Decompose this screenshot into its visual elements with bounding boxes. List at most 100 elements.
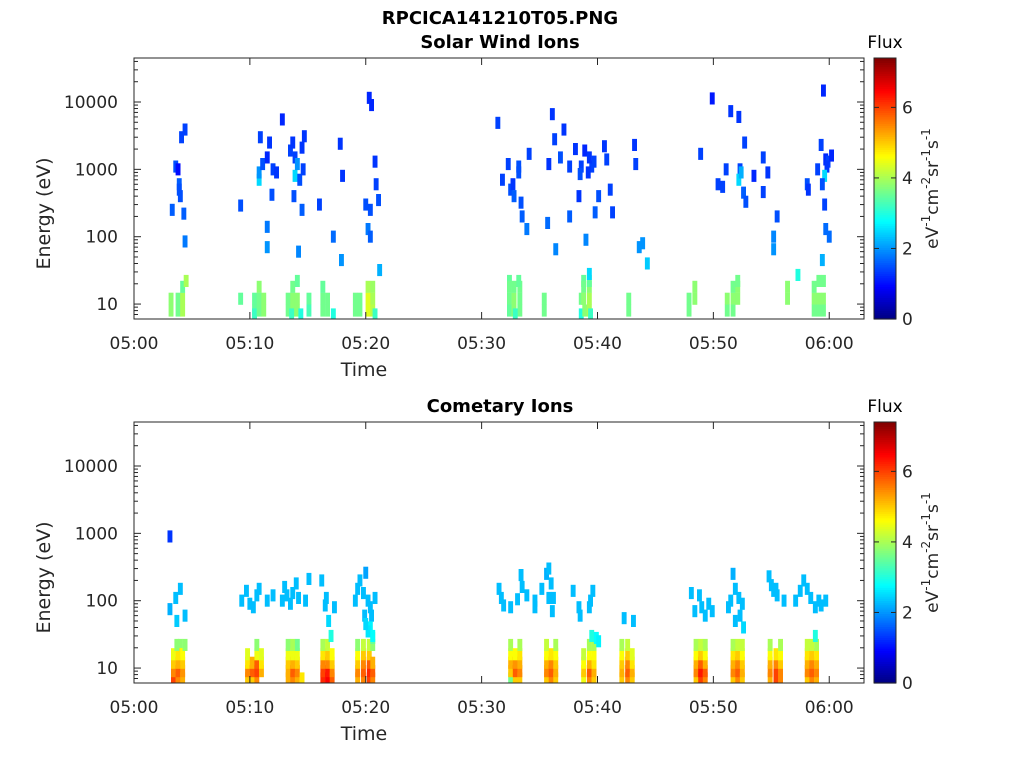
colorbar-segment	[874, 639, 896, 643]
spectrogram-cell	[291, 190, 297, 203]
colorbar-segment	[874, 75, 896, 79]
colorbar-segment	[874, 84, 896, 87]
spectrogram-cell	[809, 672, 815, 683]
x-tick-label: 05:30	[457, 334, 506, 354]
spectrogram-cell	[285, 665, 291, 678]
spectrogram-cell	[182, 235, 188, 248]
colorbar-segment	[874, 62, 896, 66]
colorbar-segment	[874, 537, 896, 541]
spectrogram-cell	[181, 207, 187, 220]
spectrogram-cell	[269, 188, 275, 201]
spectrogram-cell	[586, 656, 592, 669]
spectrogram-cell	[177, 582, 183, 595]
colorbar-segment	[874, 216, 896, 220]
spectrogram-cell	[508, 672, 514, 683]
spectrogram-cell	[366, 665, 372, 678]
spectrogram-cell	[688, 587, 694, 600]
colorbar-segment	[874, 541, 896, 545]
spectrogram-cell	[693, 638, 699, 651]
colorbar-segment	[874, 445, 896, 449]
colorbar-segment	[874, 432, 896, 436]
spectrogram-cell	[767, 656, 773, 669]
spectrogram-cell	[320, 656, 326, 669]
spectrogram-cell	[706, 597, 712, 610]
spectrogram-cell	[586, 151, 592, 164]
spectrogram-cell	[591, 672, 597, 683]
colorbar-segment	[874, 596, 896, 599]
spectrogram-cell	[297, 173, 303, 186]
spectrogram-cell	[325, 656, 330, 669]
spectrogram-cell	[818, 138, 824, 151]
spectrogram-cell	[735, 665, 741, 678]
spectrogram-cell	[370, 292, 376, 305]
colorbar-segment	[874, 103, 896, 107]
colorbar-segment	[874, 452, 896, 456]
spectrogram-cell	[590, 584, 596, 597]
spectrogram-cell	[815, 163, 821, 176]
spectrogram-cell	[581, 292, 587, 305]
spectrogram-cell	[293, 577, 299, 590]
colorbar-segment	[874, 559, 896, 562]
spectrogram-cell	[738, 166, 744, 179]
spectrogram-cell	[822, 169, 828, 182]
colorbar-segment	[874, 266, 896, 270]
colorbar-segment	[874, 548, 896, 551]
spectrogram-cell	[517, 648, 523, 661]
colorbar-segment	[874, 188, 896, 192]
colorbar-segment	[874, 110, 896, 113]
spectrogram-cell	[259, 656, 264, 669]
colorbar-segment	[874, 561, 896, 564]
colorbar-segment	[874, 101, 896, 105]
x-tick-label: 05:30	[457, 698, 506, 718]
spectrogram-cell	[507, 292, 512, 305]
spectrogram-cell	[180, 656, 186, 669]
spectrogram-cell	[619, 665, 625, 678]
spectrogram-cell	[303, 594, 308, 607]
colorbar-segment	[874, 509, 896, 512]
colorbar-segment	[874, 264, 896, 268]
spectrogram-cell	[167, 530, 173, 543]
colorbar-segment	[874, 68, 896, 72]
colorbar-segment	[874, 659, 896, 662]
spectrogram-cell	[320, 665, 326, 678]
spectrogram-cell	[724, 304, 730, 317]
spectrogram-cell	[355, 656, 361, 669]
spectrogram-cell	[247, 597, 253, 610]
spectrogram-cell	[570, 584, 576, 597]
colorbar-segment	[874, 308, 896, 311]
spectrogram-cell	[238, 199, 244, 212]
spectrogram-cell	[632, 138, 637, 151]
colorbar-segment	[874, 140, 896, 144]
spectrogram-cell	[370, 672, 376, 683]
colorbar-segment	[874, 656, 896, 660]
colorbar-tick-label: 6	[902, 462, 913, 482]
spectrogram-cell	[548, 672, 554, 683]
colorbar-segment	[874, 86, 896, 90]
spectrogram-cell	[369, 609, 374, 622]
colorbar-segment	[874, 253, 896, 257]
spectrogram-cell	[596, 190, 602, 203]
colorbar-segment	[874, 567, 896, 571]
spectrogram-cell	[376, 194, 381, 207]
spectrogram-cell	[732, 614, 738, 627]
colorbar-segment	[874, 504, 896, 508]
spectrogram-cell	[818, 599, 824, 612]
colorbar-tick-label: 2	[902, 603, 913, 623]
colorbar-segment	[874, 162, 896, 166]
x-tick-label: 05:10	[225, 698, 274, 718]
spectrogram-cell	[361, 656, 366, 669]
spectrogram-cell	[586, 665, 592, 678]
spectrogram-cell	[320, 672, 326, 683]
spectrogram-cell	[629, 672, 635, 683]
spectrogram-cell	[760, 151, 766, 164]
spectrogram-cell	[773, 582, 779, 595]
spectrogram-cell	[256, 280, 262, 293]
spectrogram-cell	[730, 292, 736, 305]
spectrogram-cell	[355, 638, 361, 651]
spectrogram-cell	[771, 243, 777, 256]
spectrogram-cell	[548, 577, 554, 590]
spectrogram-cell	[372, 591, 378, 604]
spectrogram-cell	[325, 304, 330, 317]
spectrogram-cell	[367, 601, 373, 614]
spectrogram-cell	[370, 656, 376, 669]
